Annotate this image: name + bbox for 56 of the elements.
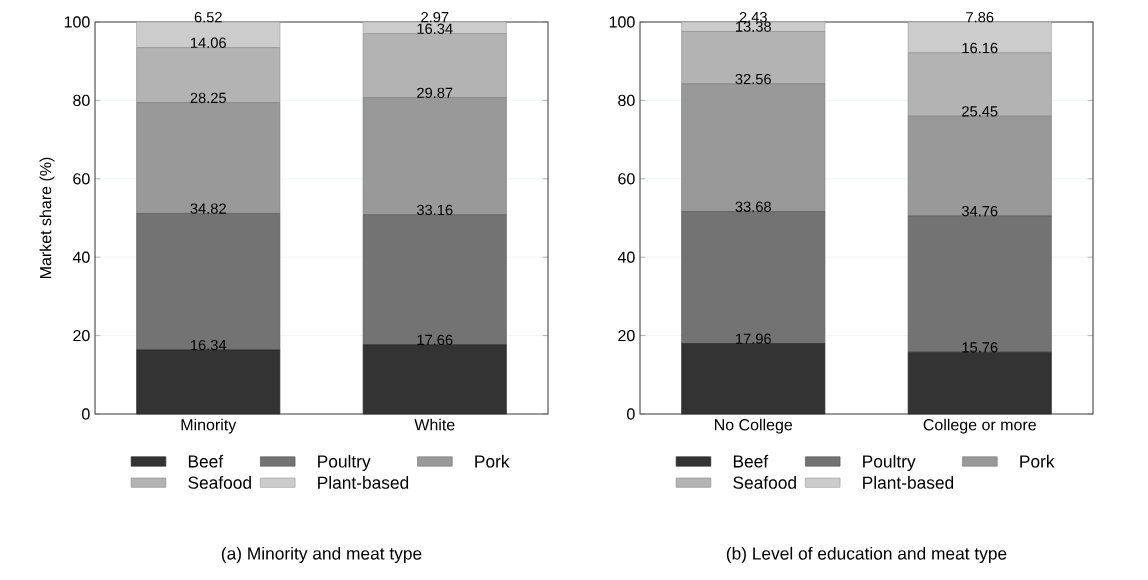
data-label: 32.56	[735, 73, 771, 85]
legend-label: Poultry	[318, 454, 371, 472]
data-label: 2.43	[739, 11, 767, 23]
y-tick-label: 80	[618, 94, 635, 107]
data-label: 29.87	[417, 87, 453, 99]
text: (b) Level of education and meat type	[726, 546, 1007, 564]
y-tick-label: 100	[64, 16, 90, 28]
data-label: 2.97	[421, 11, 449, 23]
data-label: 17.66	[417, 334, 453, 346]
y-tick-label: 0	[627, 408, 635, 420]
data-label: 7.86	[966, 11, 994, 23]
legend-label: Beef	[188, 454, 224, 468]
bar	[681, 21, 826, 32]
y-tick-label: 40	[617, 251, 635, 263]
data-label: 6.52	[194, 11, 222, 23]
y-tick-label: 60	[73, 173, 90, 185]
y-tick-label: 0	[82, 408, 90, 420]
y-tick-label: 100	[609, 16, 635, 28]
data-label: 17.96	[736, 333, 771, 344]
bar	[907, 21, 1052, 54]
data-label: 14.06	[191, 37, 226, 48]
y-tick-label: 60	[618, 173, 635, 185]
data-label: 16.34	[417, 23, 453, 34]
data-label: 33.68	[735, 201, 771, 212]
data-label: 16.34	[191, 339, 227, 351]
x-tick-label: Minority	[181, 418, 237, 434]
bar	[681, 343, 826, 415]
y-axis-title: Market share (%)	[39, 157, 55, 279]
x-tick-label: White	[414, 418, 455, 431]
bar	[362, 344, 507, 415]
y-tick-label: 20	[73, 329, 90, 342]
data-label: 34.82	[190, 203, 226, 214]
data-label: 34.76	[961, 205, 998, 217]
x-tick-label: College or more	[923, 418, 1036, 434]
data-label: 33.16	[416, 204, 453, 216]
legend-label: Seafood	[188, 476, 251, 489]
bar	[907, 351, 1052, 415]
legend-label: Beef	[733, 454, 769, 468]
bar	[136, 349, 281, 415]
x-tick-label: No College	[715, 418, 793, 434]
data-label: 16.16	[962, 42, 998, 54]
text: (a) Minority and meat type	[221, 546, 422, 564]
data-label: 15.76	[962, 342, 998, 353]
data-label: 25.45	[962, 106, 998, 117]
legend-label: Pork	[1020, 454, 1055, 468]
legend-label: Plant-based	[318, 476, 409, 489]
y-tick-label: 80	[73, 94, 90, 107]
legend-label: Poultry	[863, 454, 916, 472]
bar	[136, 21, 281, 48]
y-tick-label: 40	[72, 251, 90, 263]
y-tick-label: 20	[618, 329, 635, 342]
legend-label: Seafood	[733, 476, 796, 489]
data-label: 28.25	[190, 92, 226, 104]
data-label: 13.38	[736, 21, 771, 32]
legend-label: Plant-based	[863, 476, 954, 489]
legend-label: Pork	[475, 454, 510, 468]
